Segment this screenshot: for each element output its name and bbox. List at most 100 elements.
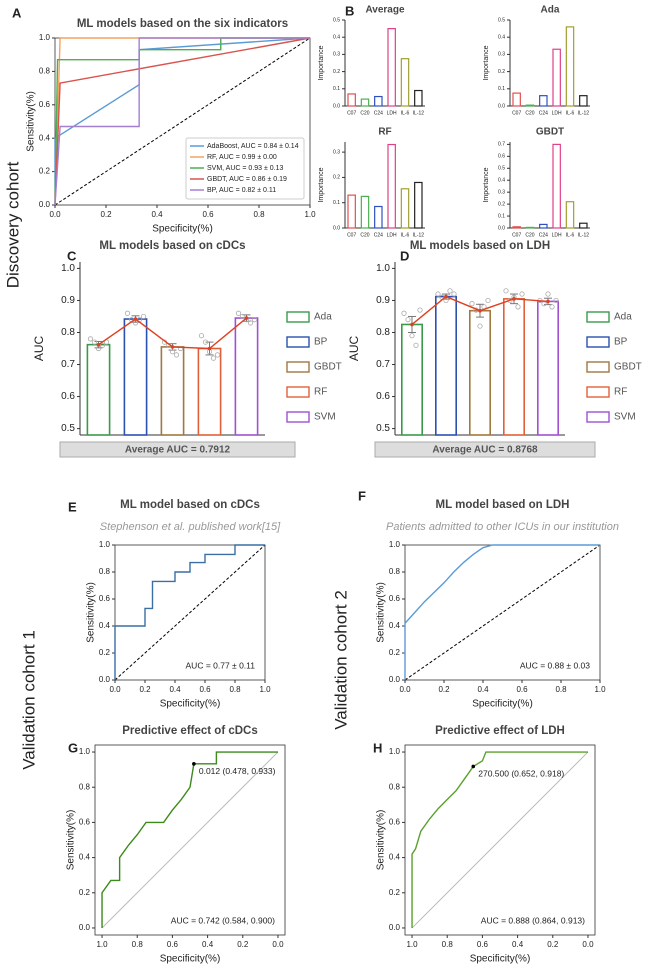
data-point (202, 339, 209, 345)
bar (197, 347, 222, 436)
x-tick-label: 0.6 (477, 940, 489, 949)
legend-label: RF, AUC = 0.99 ± 0.00 (207, 154, 277, 161)
bar (512, 226, 521, 229)
bar (400, 323, 423, 436)
data-point (485, 297, 491, 304)
y-tick-label: 1.0 (99, 540, 111, 549)
threshold-label: 270.500 (0.652, 0.918) (478, 769, 564, 779)
x-tick-label: IL-12 (578, 110, 590, 116)
x-axis-label: Specificity(%) (160, 699, 221, 710)
legend-swatch (586, 361, 610, 373)
bar (468, 309, 491, 436)
legend-label: SVM, AUC = 0.93 ± 0.13 (207, 165, 284, 172)
x-tick-label: IL-6 (401, 110, 410, 116)
y-tick-label: 0.5 (498, 166, 505, 172)
x-axis-label: Specificity(%) (472, 699, 533, 710)
y-tick-label: 0.8 (376, 327, 390, 338)
data-point (235, 310, 242, 316)
chart-title: ML models based on LDH (410, 240, 550, 252)
panel-letter: E (68, 499, 77, 514)
mean-dot (546, 299, 550, 304)
chart-title: ML model based on cDCs (120, 499, 260, 511)
x-axis-label: Specificity(%) (470, 954, 531, 965)
legend-label: GBDT (614, 362, 642, 373)
x-tick-label: IL-6 (566, 232, 575, 238)
y-tick-label: 0.1 (498, 213, 505, 219)
roc-curve (404, 544, 600, 680)
legend-label: SVM (614, 412, 636, 423)
x-tick-label: C20 (525, 110, 534, 116)
reference-line (404, 544, 601, 681)
footer-box (59, 441, 296, 458)
bar (160, 346, 185, 436)
y-tick-label: 0.6 (99, 594, 111, 603)
bar (414, 181, 423, 229)
mean-dot (410, 322, 414, 327)
mean-dot (96, 342, 101, 347)
legend-label: GBDT, AUC = 0.86 ± 0.19 (207, 176, 287, 183)
data-point (417, 307, 423, 313)
y-tick-label: 0.4 (333, 35, 340, 41)
annotation: AUC = 0.888 (0.864, 0.913) (481, 915, 585, 925)
x-tick-label: 0.8 (253, 210, 265, 219)
bar (525, 104, 535, 107)
chart-title: Average (365, 5, 405, 16)
footer: Average AUC = 0.8768 (432, 445, 538, 456)
x-tick-label: 0.0 (582, 940, 594, 949)
legend-label: BP, AUC = 0.82 ± 0.11 (207, 187, 276, 194)
y-tick-label: 0.8 (389, 567, 401, 576)
y-axis-label: Sensitivity(%) (376, 582, 387, 643)
annotation: AUC = 0.742 (0.584, 0.900) (171, 915, 275, 925)
bar (552, 143, 561, 229)
legend-label: BP (614, 337, 628, 348)
x-tick-label: 0.0 (49, 210, 61, 219)
y-tick-label: 0.8 (39, 67, 51, 76)
y-tick-label: 0.5 (498, 17, 505, 23)
bar (539, 223, 548, 229)
y-tick-label: 0.6 (498, 154, 505, 160)
panel-letter: A (12, 5, 22, 20)
y-tick-label: 0.9 (376, 295, 390, 306)
y-tick-label: 0.2 (498, 201, 505, 207)
x-tick-label: LDH (387, 232, 397, 238)
side-label: Validation cohort 1 (19, 630, 38, 770)
bar (374, 95, 383, 107)
bar (502, 298, 525, 436)
legend-swatch (286, 336, 310, 348)
y-tick-label: 0.4 (99, 621, 111, 630)
y-tick-label: 1.0 (79, 747, 91, 756)
y-tick-label: 0.8 (99, 567, 111, 576)
y-tick-label: 0.1 (333, 200, 340, 206)
x-tick-label: 0.4 (202, 940, 214, 949)
reference-line (101, 751, 279, 929)
x-tick-label: 0.6 (516, 685, 528, 694)
mean-dot (207, 346, 212, 351)
chart-title: ML models based on the six indicators (77, 18, 288, 30)
bar (579, 95, 588, 107)
y-tick-label: 0.2 (333, 69, 340, 75)
bar (387, 143, 396, 229)
mean-dot (244, 316, 249, 320)
x-tick-label: C20 (360, 232, 369, 238)
bar (525, 226, 535, 229)
mean-dot (133, 317, 138, 321)
threshold-label: 0.012 (0.478, 0.933) (199, 766, 276, 776)
legend-label: AdaBoost, AUC = 0.84 ± 0.14 (207, 143, 299, 150)
panel-letter: F (358, 488, 366, 503)
y-tick-label: 0.0 (498, 225, 505, 231)
y-tick-label: 0.3 (498, 52, 505, 58)
y-axis-label: Sensitivity(%) (26, 91, 37, 152)
y-tick-label: 0.3 (333, 149, 340, 155)
bar (434, 295, 457, 436)
legend-label: Ada (614, 312, 632, 323)
data-point (545, 291, 551, 297)
plot-frame (114, 544, 266, 681)
reference-line (54, 37, 311, 206)
x-tick-label: 0.8 (229, 685, 241, 694)
data-point (435, 291, 441, 297)
bar (565, 26, 575, 107)
chart-title: GBDT (536, 127, 564, 138)
x-tick-label: 0.6 (167, 940, 179, 949)
y-tick-label: 0.4 (389, 853, 401, 862)
